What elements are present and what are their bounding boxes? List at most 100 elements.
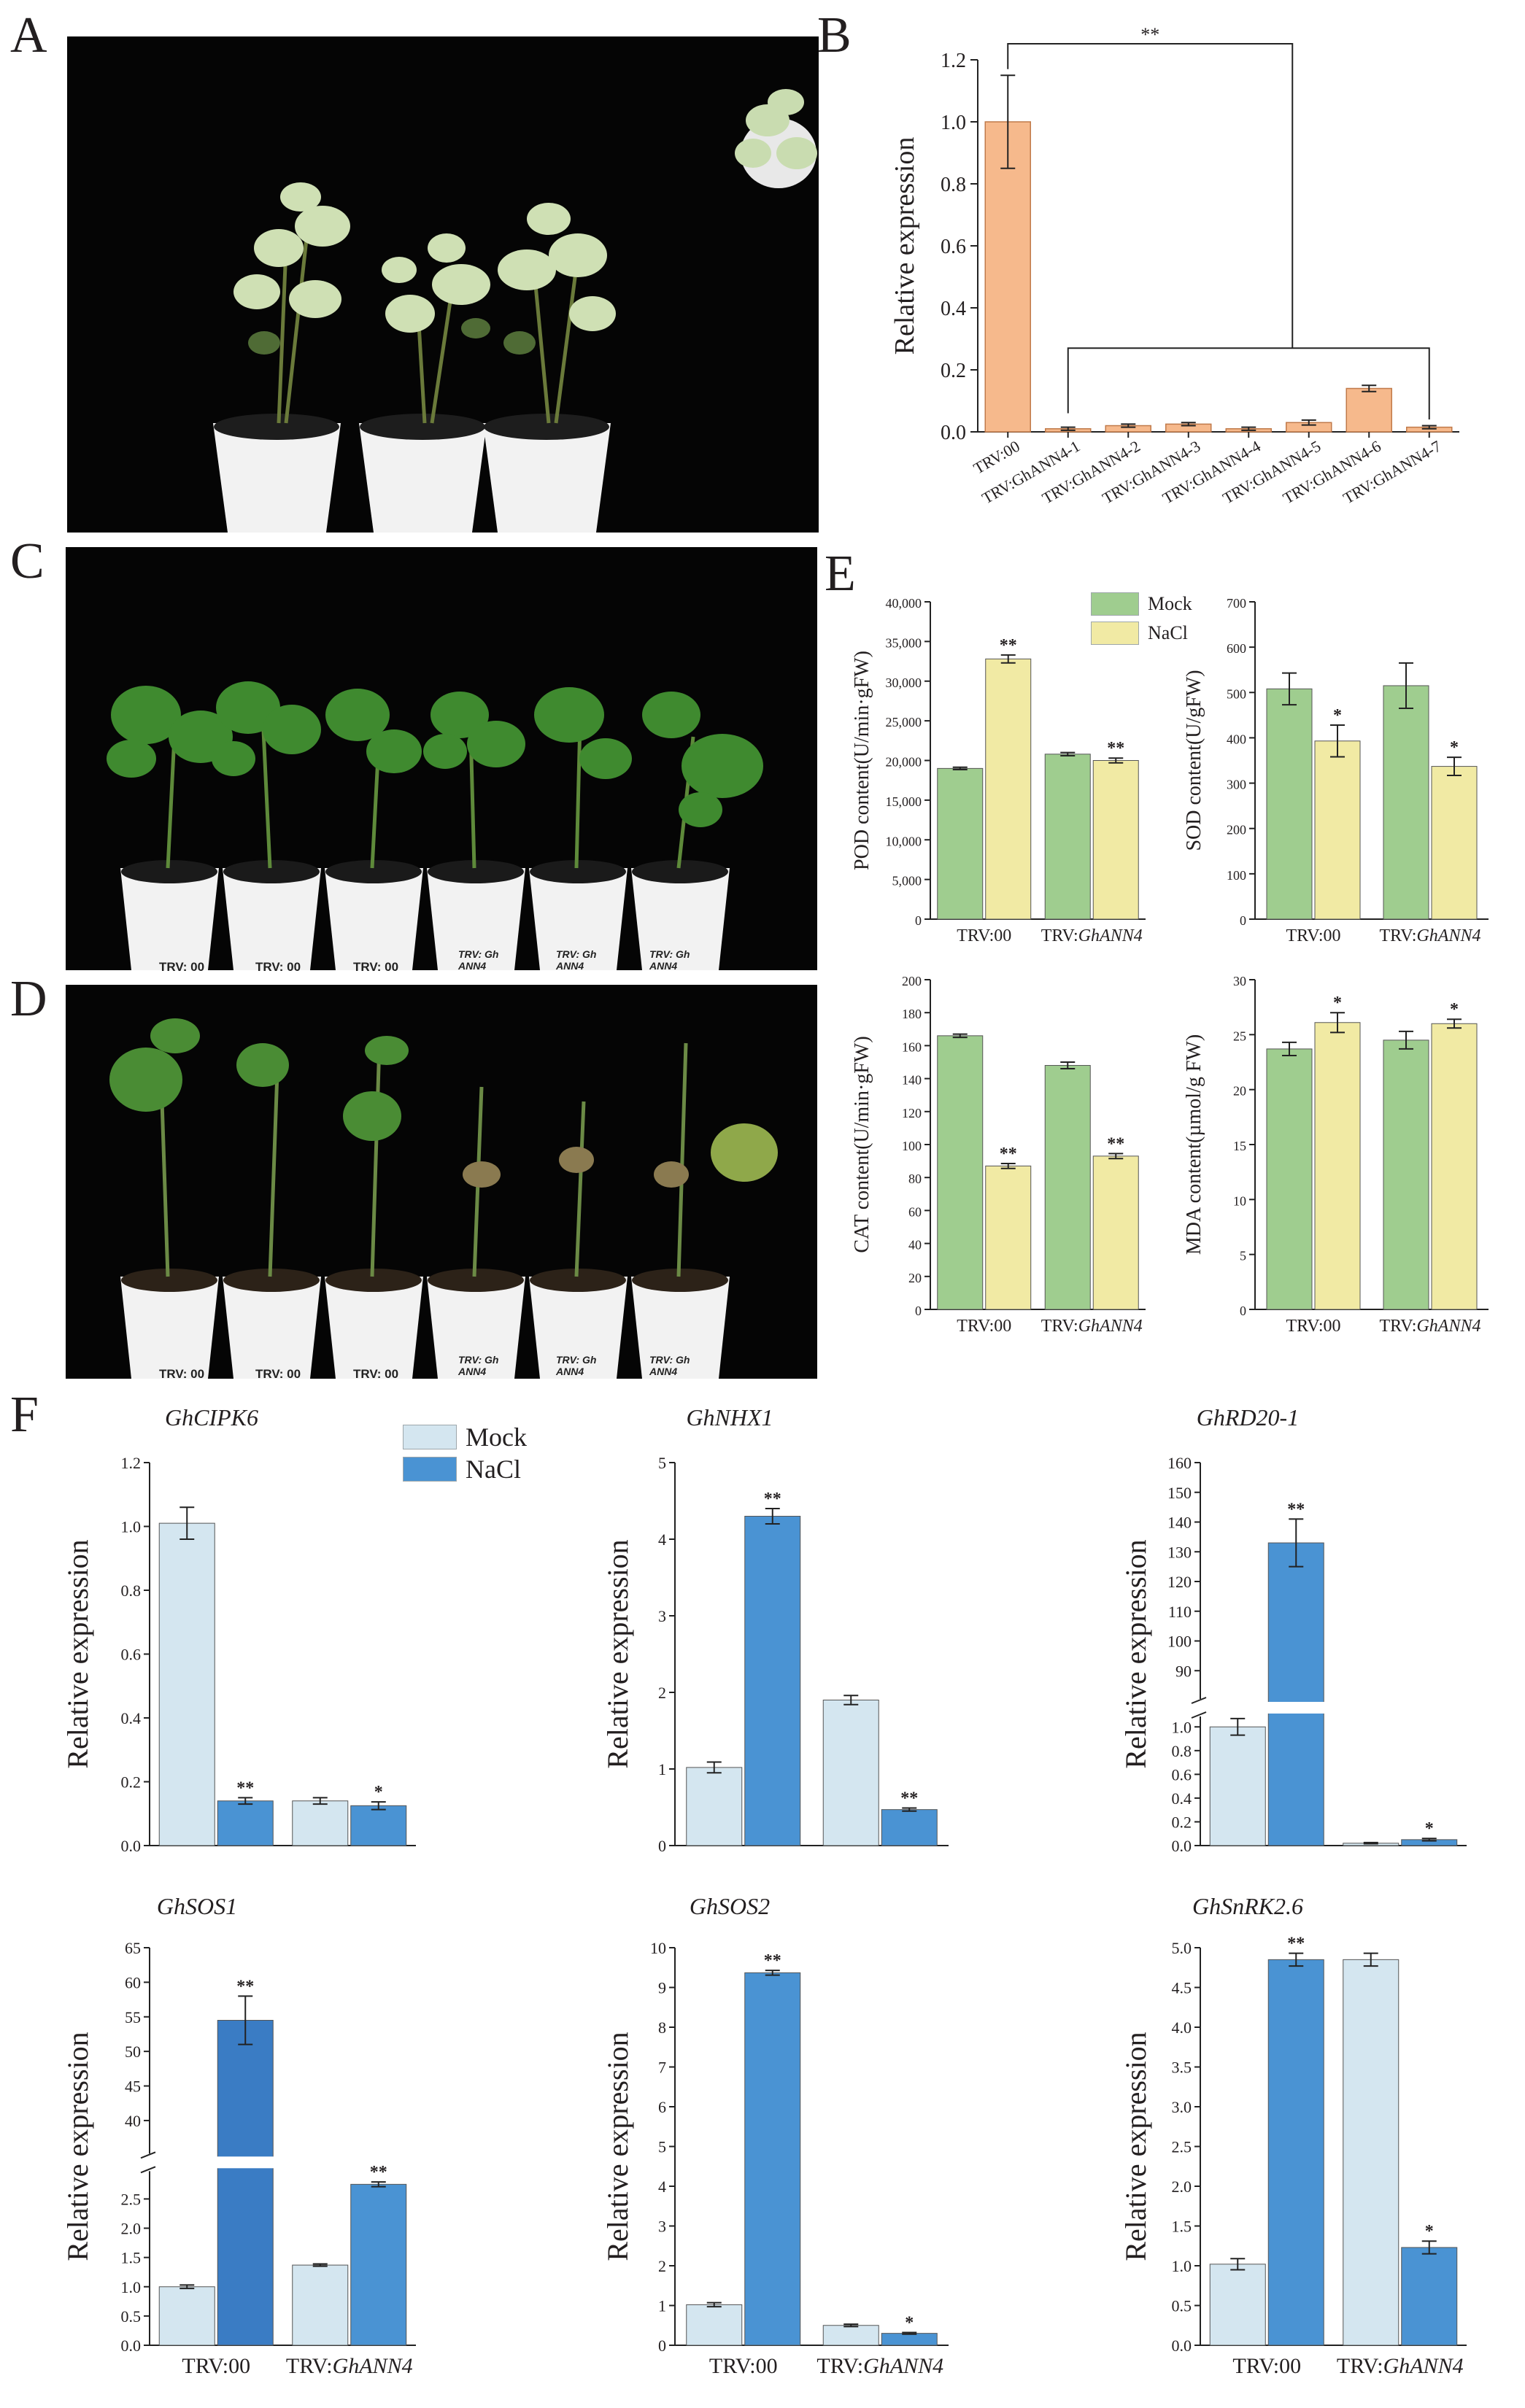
x-category-label: TRV:GhANN4 — [1041, 926, 1143, 945]
bar-mock — [1044, 754, 1091, 920]
y-tick-label: 200 — [1227, 823, 1246, 837]
x-category-label: TRV:00 — [1232, 2354, 1301, 2378]
bar-mock — [937, 1035, 984, 1310]
y-axis-label: Relative expression — [1119, 1539, 1152, 1768]
y-tick-label: 3.5 — [1172, 2059, 1192, 2077]
bar-nacl — [985, 1165, 1032, 1310]
significance-label: * — [1450, 738, 1459, 757]
y-tick-label: 65 — [125, 1939, 141, 1957]
significance-label: ** — [236, 1778, 254, 1797]
y-tick-label: 5 — [658, 1454, 666, 1472]
b-y-tick-label: 0.8 — [941, 174, 966, 196]
y-tick-label: 1.5 — [1172, 2218, 1192, 2236]
significance-label: ** — [1287, 1935, 1305, 1954]
bar-nacl — [1092, 1155, 1139, 1310]
y-tick-label: 300 — [1227, 778, 1246, 792]
legend-f-nacl-swatch — [403, 1457, 457, 1482]
y-tick-label: 0.0 — [1172, 2337, 1192, 2355]
y-tick-label: 55 — [125, 2008, 141, 2026]
y-tick-label: 1.2 — [121, 1454, 142, 1472]
legend-f-nacl: NaCl — [403, 1453, 527, 1485]
y-tick-label: 5.0 — [1172, 1939, 1192, 1957]
y-tick-label: 100 — [1167, 1633, 1192, 1651]
legend-e-nacl-label: NaCl — [1148, 622, 1188, 643]
chart-e-cat: 0 20 40 60 80 100 120 140 160 180 200 CAT content(U… — [846, 967, 1182, 1360]
y-tick-label: 0.4 — [1172, 1789, 1192, 1808]
bar-nacl — [350, 2183, 407, 2346]
legend-e-nacl: NaCl — [1091, 619, 1192, 648]
legend-f-mock: Mock — [403, 1421, 527, 1453]
legend-e-mock: Mock — [1091, 589, 1192, 619]
y-tick-label: 1.0 — [1172, 2257, 1192, 2275]
significance-label: * — [1333, 994, 1342, 1013]
chart-f-ghsos2: 0 1 2 3 4 5 6 7 8 9 10 Relative expression GhSOS2 ** T… — [598, 1893, 992, 2400]
y-tick-label: 5,000 — [892, 874, 922, 889]
y-tick-label: 10,000 — [886, 834, 922, 848]
chart-f-ghsos2-svg: 0 1 2 3 4 5 6 7 8 9 10 Relative expression GhSOS2 ** T… — [601, 1893, 949, 2378]
y-tick-label: 0.0 — [121, 1837, 142, 1855]
y-axis-label: MDA content(µmol/g FW) — [1183, 1034, 1205, 1255]
photo-a-plants — [67, 36, 819, 533]
axis-break-gap — [1197, 1699, 1203, 1716]
bar-mock — [158, 1522, 215, 1846]
pot-label-d2: TRV: 00 — [255, 1367, 301, 1381]
bar-mock — [292, 2264, 349, 2346]
bar-mock — [158, 2286, 215, 2346]
chart-title: GhNHX1 — [686, 1404, 773, 1431]
pot-label-c1: TRV: 00 — [159, 960, 205, 974]
significance-label: * — [374, 1783, 383, 1802]
x-category-label: TRV:GhANN4 — [286, 2354, 413, 2378]
panel-label-e: E — [825, 546, 856, 602]
chart-f-ghrd20-1: 0.0 0.2 0.4 0.6 0.8 1.0 90 100 110 120 130 140 150 16… — [1116, 1404, 1525, 1860]
b-y-tick-label: 0.0 — [941, 422, 966, 444]
y-axis-label: Relative expression — [1119, 2032, 1152, 2261]
bar-nacl — [985, 658, 1032, 920]
y-tick-label: 0 — [658, 2337, 666, 2355]
y-tick-label: 15 — [1233, 1139, 1246, 1153]
y-tick-label: 100 — [1227, 868, 1246, 883]
pot-label-d5: TRV: Gh ANN4 — [556, 1354, 597, 1377]
y-tick-label: 0.8 — [121, 1582, 142, 1600]
panel-label-f: F — [10, 1387, 39, 1443]
y-axis-label: Relative expression — [601, 1539, 634, 1768]
significance-label: * — [1425, 1819, 1434, 1838]
x-category-label: TRV:00 — [957, 926, 1011, 945]
chart-f-ghsnrk2-6-svg: 0.0 0.5 1.0 1.5 2.0 2.5 3.0 3.5 4.0 4.5 5.0 Relativ… — [1119, 1893, 1467, 2378]
y-tick-label: 0.6 — [121, 1646, 142, 1664]
significance-label: ** — [900, 1789, 918, 1808]
y-tick-label: 4 — [658, 2177, 666, 2196]
panel-label-d: D — [10, 971, 47, 1027]
y-tick-label: 0.5 — [121, 2307, 142, 2326]
bar-mock — [292, 1800, 349, 1846]
legend-f-mock-label: Mock — [466, 1422, 527, 1452]
y-tick-label: 20 — [1233, 1084, 1246, 1099]
y-tick-label: 40,000 — [886, 596, 922, 611]
y-axis-label: Relative expression — [61, 1539, 94, 1768]
y-tick-label: 0 — [915, 1304, 922, 1318]
y-tick-label: 200 — [902, 974, 922, 988]
pot-label-c2: TRV: 00 — [255, 960, 301, 974]
y-tick-label: 2 — [658, 2257, 666, 2275]
bar-mock — [1383, 685, 1429, 920]
y-tick-label: 4 — [658, 1530, 666, 1549]
significance-label: ** — [1107, 1134, 1124, 1153]
y-tick-label: 2 — [658, 1684, 666, 1702]
bar-nacl — [1431, 766, 1478, 920]
y-tick-label: 1.0 — [121, 1518, 142, 1536]
y-tick-label: 120 — [902, 1106, 922, 1120]
x-category-label: TRV:00 — [1286, 1317, 1341, 1336]
significance-label: ** — [1000, 1145, 1017, 1164]
chart-title: GhSOS1 — [157, 1893, 237, 1919]
y-tick-label: 2.0 — [121, 2220, 142, 2238]
y-tick-label: 130 — [1167, 1543, 1192, 1561]
y-tick-label: 4.0 — [1172, 2018, 1192, 2037]
y-tick-label: 0.2 — [1172, 1813, 1192, 1831]
x-category-label: TRV:GhANN4 — [816, 2354, 943, 2378]
y-tick-label: 0.8 — [1172, 1742, 1192, 1760]
bar-break-gap — [216, 2156, 275, 2169]
pot-label-c4: TRV: Gh ANN4 — [458, 948, 499, 972]
bar-mock — [1044, 1065, 1091, 1310]
y-tick-label: 5 — [658, 2138, 666, 2156]
y-tick-label: 600 — [1227, 641, 1246, 656]
bar-mock — [1383, 1040, 1429, 1310]
